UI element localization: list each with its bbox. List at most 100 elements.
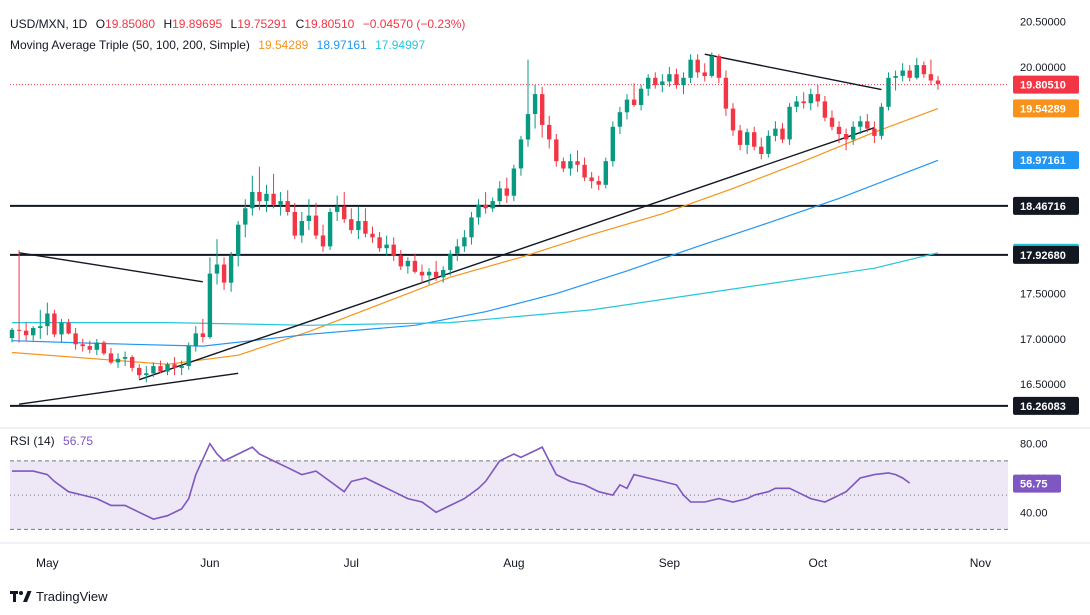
candle-body <box>278 201 283 205</box>
candle <box>278 192 283 216</box>
candle <box>299 211 304 243</box>
candle <box>59 318 64 343</box>
candle <box>179 360 184 376</box>
candle-body <box>172 364 177 368</box>
rsi-line <box>12 442 911 520</box>
candle-body <box>306 215 312 221</box>
candle <box>921 61 927 78</box>
candle <box>356 206 361 240</box>
candle-body <box>80 344 85 347</box>
candle-body <box>433 271 439 278</box>
candle <box>547 115 552 149</box>
candle <box>101 340 107 356</box>
tradingview-logo-icon <box>10 590 32 602</box>
price-tick-label: 17.50000 <box>1020 289 1066 301</box>
candle-body <box>709 56 714 76</box>
legend-rsi[interactable]: RSI (14) 56.75 <box>10 434 98 448</box>
candle-body <box>214 264 220 274</box>
candle-body <box>935 80 941 85</box>
rsi-title: RSI (14) <box>10 434 55 448</box>
candle <box>935 75 941 90</box>
rsi-band <box>10 460 1008 530</box>
time-axis[interactable]: May Jun Jul Aug Sep Oct Nov <box>36 556 991 570</box>
symbol-label[interactable]: USD/MXN, 1D <box>10 17 88 31</box>
candle <box>660 74 665 93</box>
candle-body <box>914 65 919 78</box>
candle <box>695 54 700 78</box>
candle <box>52 309 57 338</box>
price-pane[interactable] <box>0 52 1090 544</box>
candle <box>610 121 615 167</box>
candle-body <box>525 114 531 140</box>
candle-body <box>921 65 927 75</box>
candle-body <box>589 177 594 182</box>
candle <box>554 134 559 167</box>
legend-ma[interactable]: Moving Average Triple (50, 100, 200, Sim… <box>10 38 430 52</box>
candle <box>285 190 290 216</box>
candle <box>568 153 573 176</box>
candle <box>794 95 799 113</box>
trend-line-0[interactable] <box>18 252 203 283</box>
price-tag[interactable]: 16.26083 <box>1013 396 1079 415</box>
candle <box>745 128 750 154</box>
candle <box>433 260 439 281</box>
candle <box>900 63 905 82</box>
candle-body <box>426 271 432 276</box>
price-tick-label: 16.50000 <box>1020 379 1066 391</box>
month-tick-label: Nov <box>970 556 991 570</box>
candle <box>759 137 764 160</box>
candle-body <box>391 244 396 256</box>
rsi-tag[interactable]: 56.75 <box>1013 474 1061 493</box>
candle <box>928 59 934 86</box>
candle <box>808 88 813 111</box>
candle-body <box>94 342 99 350</box>
candle <box>730 103 736 136</box>
candle <box>667 66 672 87</box>
price-tag-label: 17.92680 <box>1020 250 1066 262</box>
price-tag[interactable]: 18.46716 <box>1013 196 1079 215</box>
candle-body <box>568 161 573 169</box>
candle <box>702 63 707 82</box>
candle-body <box>610 126 615 162</box>
candle <box>391 237 396 261</box>
trend-line-3[interactable] <box>704 53 882 91</box>
candle <box>228 251 234 292</box>
candle-body <box>766 135 771 154</box>
ma100-value: 18.97161 <box>316 38 367 52</box>
candle-body <box>313 215 319 236</box>
trend-line-1[interactable] <box>18 372 239 405</box>
candle <box>532 85 538 129</box>
candle <box>886 72 891 111</box>
candle-body <box>9 329 15 338</box>
candle-body <box>327 212 333 247</box>
ma200-value: 17.94997 <box>375 38 426 52</box>
price-axis[interactable]: 20.50000 20.00000 17.50000 17.00000 16.50000… <box>1013 17 1079 520</box>
candle <box>879 103 884 140</box>
trend-line-2[interactable] <box>139 126 875 381</box>
candle <box>23 322 29 341</box>
candle-body <box>667 74 672 82</box>
candle <box>681 72 686 95</box>
price-tick-label: 20.50000 <box>1020 17 1066 29</box>
candle-body <box>441 270 446 278</box>
price-tag[interactable]: 18.97161 <box>1013 151 1079 170</box>
rsi-value: 56.75 <box>63 434 94 448</box>
candle-body <box>405 260 411 267</box>
candle <box>384 235 389 256</box>
candle <box>624 94 630 120</box>
close-label: C19.80510 <box>295 17 355 31</box>
candle <box>16 250 22 343</box>
price-tag[interactable]: 19.80510 <box>1013 75 1079 94</box>
candle <box>207 257 213 339</box>
candle <box>377 231 382 252</box>
candle <box>250 175 255 216</box>
candle <box>858 115 863 135</box>
candle <box>836 121 842 144</box>
candle <box>398 250 403 270</box>
price-tag[interactable]: 19.54289 <box>1013 99 1079 118</box>
tradingview-logo[interactable]: TradingView <box>10 589 108 604</box>
price-tag[interactable]: 17.92680 <box>1013 245 1079 264</box>
rsi-pane[interactable] <box>10 442 1008 530</box>
candle-body <box>221 264 227 283</box>
candle-body <box>582 164 587 178</box>
